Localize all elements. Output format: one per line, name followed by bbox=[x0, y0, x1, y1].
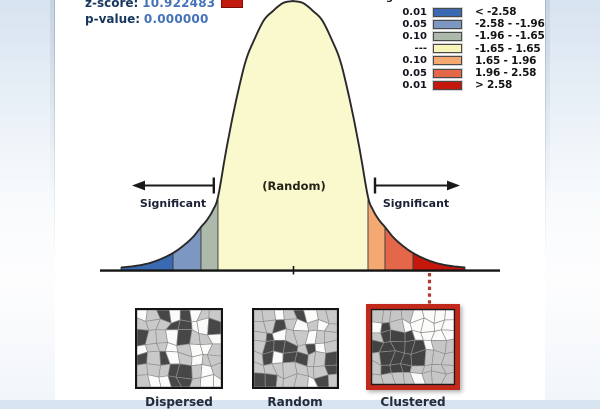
map-polygon bbox=[273, 309, 285, 321]
legend-range: 1.96 - 2.58 bbox=[475, 67, 537, 80]
p-value-row: p-value: 0.000000 bbox=[85, 12, 209, 26]
map-polygon bbox=[253, 330, 268, 342]
panel-left-shadow bbox=[50, 0, 54, 220]
map-polygon bbox=[146, 350, 161, 366]
map-polygon bbox=[324, 350, 338, 367]
map-polygon bbox=[271, 350, 284, 364]
map-polygon bbox=[196, 317, 210, 336]
random-pattern-map bbox=[252, 308, 339, 389]
map-polygon bbox=[444, 338, 455, 355]
legend-swatch-icon bbox=[433, 31, 462, 41]
legend-row: 0.10 -1.96 - -1.65 bbox=[385, 30, 545, 43]
significant-left-label: Significant bbox=[139, 197, 207, 210]
legend-range: -2.58 - -1.96 bbox=[475, 18, 545, 31]
legend-range: 1.65 - 1.96 bbox=[475, 54, 537, 67]
map-polygon bbox=[327, 373, 338, 388]
legend-swatch-icon bbox=[433, 80, 462, 90]
p-value-label: p-value: bbox=[85, 12, 141, 26]
map-polygon bbox=[313, 350, 326, 368]
significance-legend: 0.01 < -2.58 0.05 -2.58 - -1.96 0.10 -1.… bbox=[385, 6, 545, 91]
z-score-value: 10.922483 bbox=[142, 0, 216, 10]
caption-dispersed: Dispersed bbox=[145, 395, 213, 409]
legend-swatch-icon bbox=[433, 7, 462, 17]
map-polygon bbox=[136, 363, 149, 376]
legend-range: < -2.58 bbox=[475, 6, 517, 19]
map-border bbox=[252, 308, 339, 389]
legend-row: 0.01 < -2.58 bbox=[385, 6, 545, 18]
panel-right-shadow bbox=[546, 0, 550, 220]
panel-right-edge bbox=[545, 0, 546, 260]
map-polygon bbox=[191, 364, 203, 380]
selected-map-inner-border bbox=[370, 308, 456, 386]
legend-swatch-icon bbox=[433, 56, 462, 66]
caption-random: Random bbox=[267, 395, 323, 409]
map-polygon bbox=[264, 373, 278, 388]
map-border bbox=[135, 308, 223, 389]
legend-row: 0.05 -2.58 - -1.96 bbox=[385, 18, 545, 31]
map-polygon bbox=[253, 372, 266, 388]
z-score-red-marker-icon bbox=[221, 0, 244, 8]
legend-swatch-icon bbox=[433, 19, 462, 29]
legend-p-value: 0.01 bbox=[402, 79, 427, 91]
legend-p-value: 0.01 bbox=[402, 6, 427, 18]
selected-map-red-border bbox=[366, 304, 460, 390]
legend-swatch-icon bbox=[433, 68, 462, 78]
clustered-pattern-map-selected bbox=[366, 304, 460, 390]
map-polygon bbox=[371, 309, 384, 324]
legend-row: 0.01 > 2.58 bbox=[385, 79, 545, 91]
legend-p-value: 0.10 bbox=[402, 55, 427, 67]
map-polygon bbox=[444, 309, 455, 321]
legend-range: > 2.58 bbox=[475, 79, 513, 92]
legend-critical-header: Critical Values bbox=[450, 0, 570, 3]
legend-row: --- -1.65 - 1.65 bbox=[385, 43, 545, 55]
random-label: (Random) bbox=[262, 179, 326, 193]
legend-p-value: --- bbox=[414, 43, 427, 55]
significant-right-label: Significant bbox=[382, 197, 450, 210]
dispersed-pattern-map bbox=[135, 308, 223, 389]
legend-p-value: 0.05 bbox=[402, 18, 427, 30]
legend-range: -1.96 - -1.65 bbox=[475, 30, 545, 43]
caption-clustered: Clustered bbox=[380, 395, 446, 409]
legend-range: -1.65 - 1.65 bbox=[475, 42, 541, 55]
legend-p-value: 0.05 bbox=[402, 67, 427, 79]
z-score-row: z-score: 10.922483 bbox=[85, 0, 244, 10]
legend-row: 0.05 1.96 - 2.58 bbox=[385, 67, 545, 79]
panel-left-edge bbox=[54, 0, 55, 260]
z-score-label: z-score: bbox=[85, 0, 139, 10]
map-polygon bbox=[177, 319, 193, 330]
legend-swatch-icon bbox=[433, 44, 462, 54]
legend-p-value: 0.10 bbox=[402, 30, 427, 42]
p-value-value: 0.000000 bbox=[143, 12, 209, 26]
legend-row: 0.10 1.65 - 1.96 bbox=[385, 55, 545, 67]
map-polygon bbox=[261, 309, 277, 322]
